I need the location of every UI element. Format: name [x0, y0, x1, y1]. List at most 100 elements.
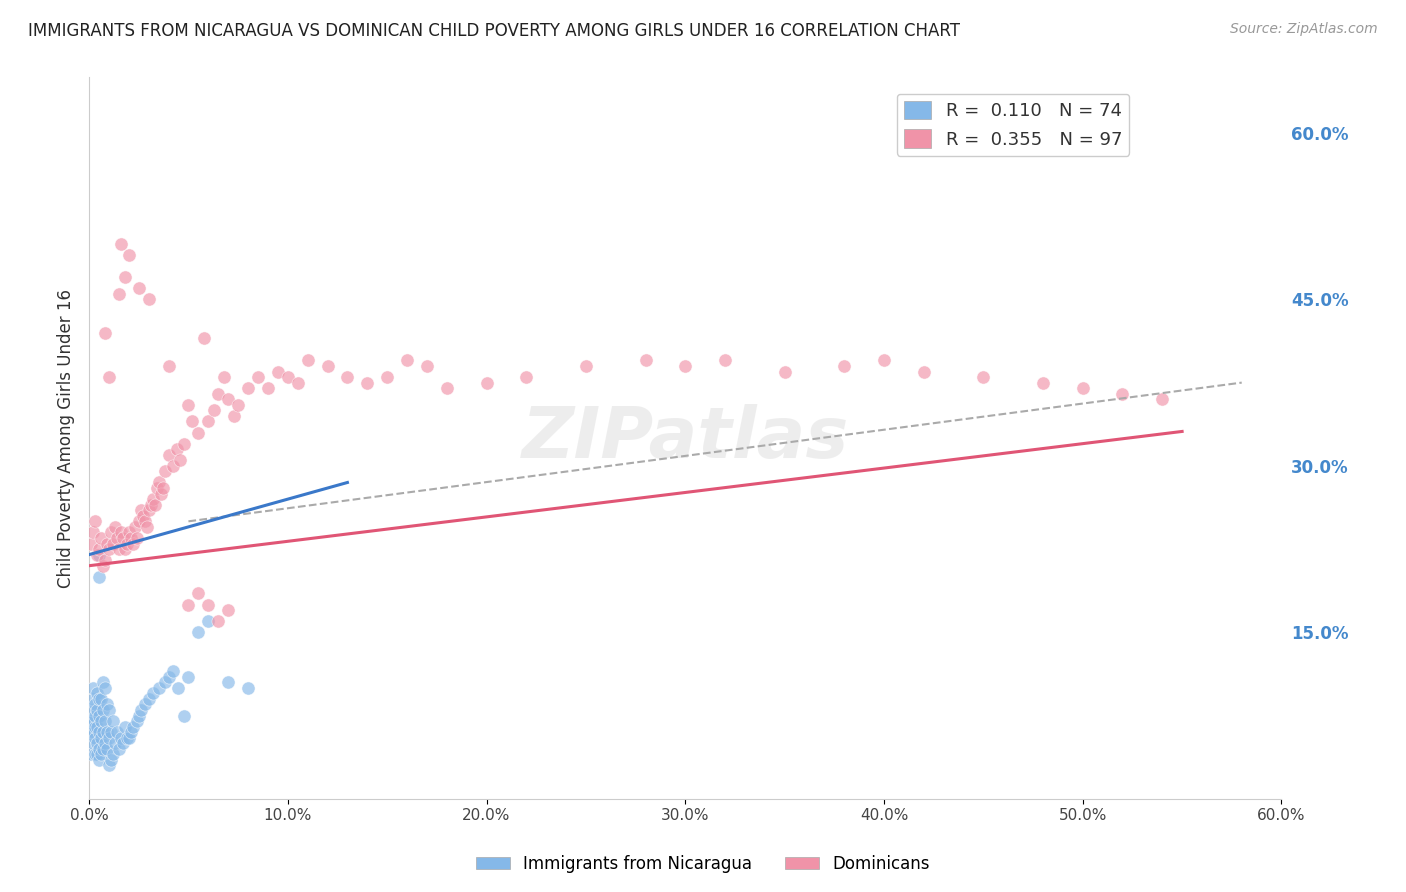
Point [84, 720, 107, 734]
Point [82, 692, 104, 706]
Point [120, 725, 142, 739]
Point [94, 736, 117, 750]
Point [82, 703, 104, 717]
Point [246, 370, 269, 384]
Point [972, 370, 994, 384]
Legend: Immigrants from Nicaragua, Dominicans: Immigrants from Nicaragua, Dominicans [470, 848, 936, 880]
Point [142, 492, 165, 507]
Point [115, 731, 138, 745]
Point [110, 731, 132, 745]
Point [94, 553, 117, 567]
Point [129, 503, 152, 517]
Point [87, 542, 110, 557]
Point [634, 353, 657, 368]
Point [873, 353, 896, 368]
Point [91, 675, 114, 690]
Point [1032, 376, 1054, 390]
Point [82, 681, 104, 695]
Point [110, 525, 132, 540]
Point [169, 453, 191, 467]
Point [207, 614, 229, 628]
Point [91, 725, 114, 739]
Point [267, 364, 290, 378]
Point [87, 741, 110, 756]
Y-axis label: Child Poverty Among Girls Under 16: Child Poverty Among Girls Under 16 [58, 289, 75, 588]
Point [96, 698, 118, 712]
Point [82, 525, 104, 540]
Point [90, 731, 112, 745]
Point [153, 464, 176, 478]
Point [114, 542, 136, 557]
Point [217, 392, 239, 407]
Point [187, 425, 209, 440]
Point [94, 326, 117, 340]
Point [101, 536, 124, 550]
Point [86, 548, 108, 562]
Point [129, 703, 152, 717]
Point [1152, 392, 1174, 407]
Point [105, 531, 128, 545]
Point [90, 714, 112, 728]
Point [101, 747, 124, 762]
Point [97, 731, 120, 745]
Point [226, 398, 249, 412]
Text: IMMIGRANTS FROM NICARAGUA VS DOMINICAN CHILD POVERTY AMONG GIRLS UNDER 16 CORREL: IMMIGRANTS FROM NICARAGUA VS DOMINICAN C… [28, 22, 960, 40]
Point [97, 542, 120, 557]
Point [84, 514, 107, 528]
Point [148, 681, 170, 695]
Point [80, 536, 103, 550]
Point [212, 370, 235, 384]
Point [436, 381, 458, 395]
Point [157, 670, 180, 684]
Point [80, 714, 103, 728]
Point [110, 236, 132, 251]
Point [115, 536, 138, 550]
Point [87, 548, 110, 562]
Point [148, 475, 170, 490]
Point [118, 731, 141, 745]
Point [515, 370, 537, 384]
Point [257, 381, 280, 395]
Point [128, 708, 150, 723]
Point [114, 270, 136, 285]
Point [96, 536, 118, 550]
Point [297, 353, 319, 368]
Point [96, 741, 118, 756]
Point [100, 525, 122, 540]
Point [86, 703, 108, 717]
Point [104, 736, 127, 750]
Point [167, 681, 190, 695]
Point [86, 686, 108, 700]
Point [217, 603, 239, 617]
Point [139, 498, 162, 512]
Point [197, 598, 219, 612]
Point [187, 625, 209, 640]
Point [105, 725, 128, 739]
Point [97, 758, 120, 772]
Text: Source: ZipAtlas.com: Source: ZipAtlas.com [1230, 22, 1378, 37]
Point [86, 720, 108, 734]
Point [87, 753, 110, 767]
Point [125, 531, 148, 545]
Point [149, 486, 172, 500]
Point [134, 514, 156, 528]
Point [90, 531, 112, 545]
Point [197, 414, 219, 428]
Point [84, 731, 107, 745]
Point [135, 520, 157, 534]
Point [91, 558, 114, 573]
Point [287, 376, 309, 390]
Point [96, 725, 118, 739]
Point [91, 703, 114, 717]
Point [356, 376, 378, 390]
Point [80, 747, 103, 762]
Point [94, 681, 117, 695]
Point [121, 720, 143, 734]
Point [124, 520, 146, 534]
Point [177, 670, 200, 684]
Point [82, 736, 104, 750]
Point [416, 359, 439, 373]
Point [202, 403, 225, 417]
Point [1071, 381, 1094, 395]
Point [87, 708, 110, 723]
